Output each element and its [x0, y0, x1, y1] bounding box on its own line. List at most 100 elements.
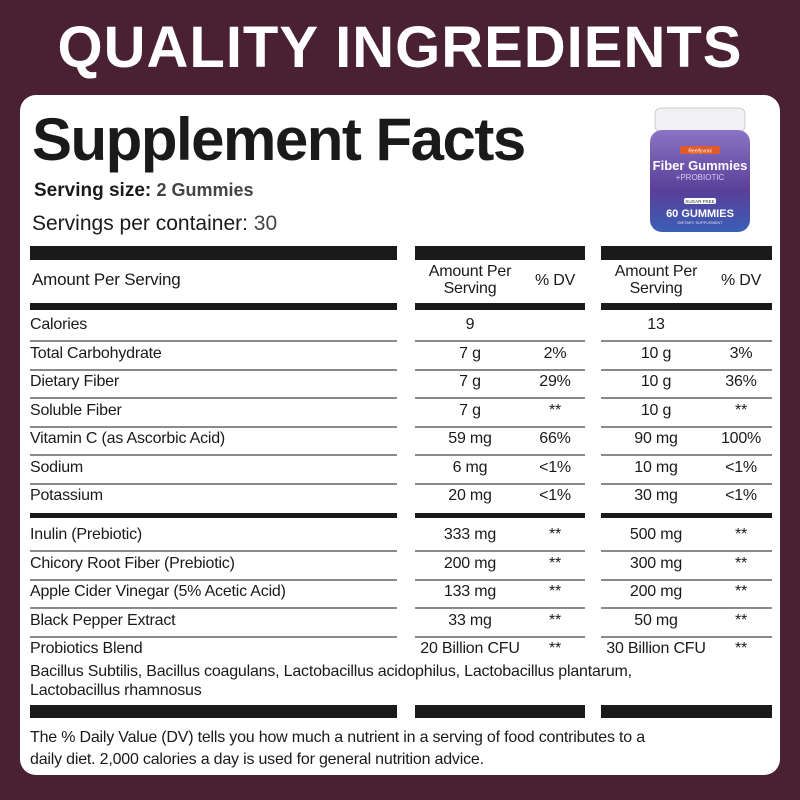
header-col1-amount-line2: Serving: [443, 280, 497, 297]
svg-text:Fiber Gummies: Fiber Gummies: [653, 158, 748, 173]
row-divider: [415, 340, 585, 342]
row-divider: [601, 482, 772, 485]
dv-col2: 100%: [720, 430, 762, 447]
header-amount-per-serving: Amount Per Serving: [32, 270, 181, 289]
servings-per-container: Servings per container: 30: [32, 212, 277, 236]
row-divider: [601, 425, 772, 428]
nutrient-name: Dietary Fiber: [30, 373, 119, 390]
row-divider: [601, 635, 772, 638]
section-bar-2: [601, 303, 772, 310]
row-divider: [601, 397, 772, 399]
nutrient-name: Probiotics Blend: [30, 640, 143, 657]
amount-col2: 50 mg: [634, 611, 678, 629]
dv-col1: 2%: [543, 344, 567, 362]
dv-col2: **: [734, 640, 748, 657]
header-col2-dv: % DV: [720, 272, 762, 289]
header-bar-1: [415, 246, 585, 260]
row-divider: [601, 340, 772, 342]
svg-text:60 GUMMIES: 60 GUMMIES: [666, 208, 734, 220]
row-divider: [30, 340, 397, 342]
bottom-bar-1: [415, 705, 585, 718]
row-divider: [601, 578, 772, 581]
nutrient-name: Vitamin C (as Ascorbic Acid): [30, 430, 226, 447]
dv-col1: **: [548, 554, 562, 572]
amount-col2: 13: [647, 316, 665, 333]
dv-col2: <1%: [725, 458, 757, 476]
svg-text:DIETARY SUPPLEMENT: DIETARY SUPPLEMENT: [677, 220, 723, 225]
amount-col1: 133 mg: [443, 583, 497, 600]
row-divider: [601, 550, 772, 552]
dv-col1: <1%: [539, 458, 571, 476]
dv-col1: 66%: [539, 430, 571, 447]
nutrient-name: Sodium: [30, 458, 84, 476]
row-divider: [30, 368, 397, 371]
probiotic-strains-line1: Bacillus Subtilis, Bacillus coagulans, L…: [30, 663, 632, 680]
serving-size-label: Serving size:: [34, 180, 152, 201]
row-divider: [30, 425, 397, 428]
dv-col1: **: [548, 583, 562, 600]
amount-col2: 30 Billion CFU: [606, 640, 706, 657]
panel-title: Supplement Facts: [32, 106, 526, 173]
nutrient-name: Black Pepper Extract: [30, 611, 176, 629]
dv-col1: 29%: [539, 373, 571, 390]
row-divider: [30, 550, 397, 552]
amount-col1: 6 mg: [452, 458, 488, 476]
amount-col2: 90 mg: [634, 430, 678, 447]
svg-text:Reelfyvoni: Reelfyvoni: [688, 149, 711, 155]
amount-col1: 7 g: [459, 401, 481, 419]
row-divider: [30, 397, 397, 399]
amount-col2: 300 mg: [629, 554, 683, 572]
amount-col1: 20 Billion CFU: [420, 640, 520, 657]
amount-col2: 10 g: [640, 373, 672, 390]
amount-col2: 500 mg: [629, 526, 683, 543]
footnote-line1: The % Daily Value (DV) tells you how muc…: [30, 729, 645, 746]
row-divider: [30, 635, 397, 638]
supplement-facts-panel: Supplement Facts Serving size: 2 Gummies…: [20, 95, 780, 775]
row-divider: [601, 607, 772, 609]
row-divider: [30, 578, 397, 581]
row-divider: [30, 482, 397, 485]
amount-col2: 30 mg: [634, 487, 678, 504]
amount-col1: 59 mg: [448, 430, 492, 447]
probiotic-strains-line2: Lactobacillus rhamnosus: [30, 682, 202, 699]
footnote-line2: daily diet. 2,000 calories a day is used…: [30, 751, 484, 768]
header-col2-amount: Amount Per Serving: [601, 263, 711, 297]
amount-col2: 200 mg: [629, 583, 683, 600]
section-bar-2-1: [415, 513, 585, 518]
header-bar-2: [601, 246, 772, 260]
dv-col1: **: [548, 401, 562, 419]
amount-col2: 10 mg: [634, 458, 678, 476]
nutrient-name: Calories: [30, 316, 88, 333]
nutrient-name: Inulin (Prebiotic): [30, 526, 143, 543]
amount-col1: 33 mg: [448, 611, 492, 629]
amount-col1: 200 mg: [443, 554, 497, 572]
amount-col1: 20 mg: [448, 487, 492, 504]
header-col2-amount-line2: Serving: [629, 280, 683, 297]
dv-col1: **: [548, 526, 562, 543]
row-divider: [30, 454, 397, 456]
dv-col2: <1%: [725, 487, 757, 504]
dv-col1: <1%: [539, 487, 571, 504]
row-divider: [415, 397, 585, 399]
dv-col2: **: [734, 611, 748, 629]
nutrient-name: Soluble Fiber: [30, 401, 122, 419]
dv-col2: **: [734, 526, 748, 543]
dv-col1: **: [548, 611, 562, 629]
serving-size: Serving size: 2 Gummies: [34, 180, 254, 202]
amount-col1: 9: [465, 316, 475, 333]
section-bar-1: [415, 303, 585, 310]
nutrient-name: Total Carbohydrate: [30, 344, 162, 362]
section-bar-2-0: [30, 513, 397, 518]
header-col1-amount-line1: Amount Per: [428, 263, 512, 280]
nutrient-name: Potassium: [30, 487, 103, 504]
row-divider: [601, 454, 772, 456]
section-bar-2-2: [601, 513, 772, 518]
header-col2-amount-line1: Amount Per: [614, 263, 698, 280]
svg-text:+PROBIOTIC: +PROBIOTIC: [676, 173, 725, 182]
row-divider: [415, 607, 585, 609]
product-jar-image: Reelfyvoni Fiber Gummies +PROBIOTIC SUGA…: [650, 107, 750, 232]
svg-text:SUGAR FREE: SUGAR FREE: [685, 199, 714, 204]
row-divider: [415, 482, 585, 485]
header-col1-amount: Amount Per Serving: [415, 263, 525, 297]
amount-col1: 7 g: [459, 344, 481, 362]
